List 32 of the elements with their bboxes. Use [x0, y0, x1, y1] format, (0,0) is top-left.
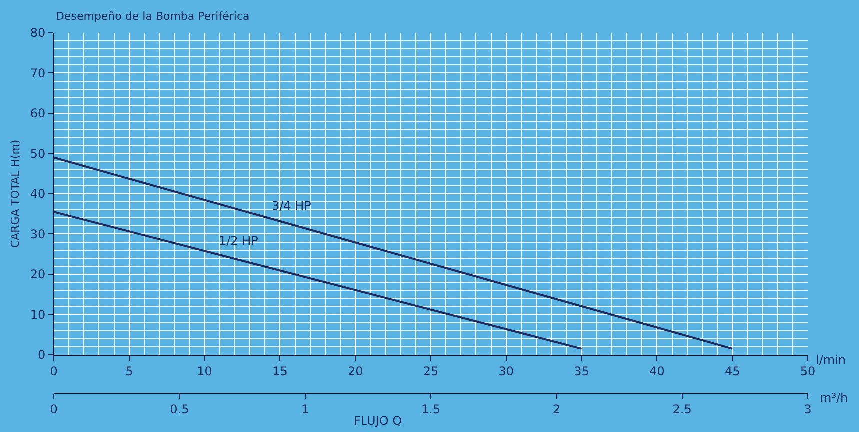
y-tick-label: 30: [30, 227, 46, 242]
x-tick-label: 35: [574, 364, 590, 378]
x2-tick-label: 1.5: [421, 402, 441, 416]
x2-tick-label: 1: [302, 402, 310, 416]
x-tick-label: 45: [724, 364, 740, 378]
x2-tick-label: 0.5: [170, 402, 190, 416]
y-axis-title: CARGA TOTAL H(m): [8, 140, 22, 248]
chart-title: Desempeño de la Bomba Periférica: [56, 10, 250, 23]
x-axis-title: l/min: [816, 353, 846, 367]
y-tick-label: 50: [30, 146, 46, 161]
x-tick-label: 30: [498, 364, 514, 378]
x-tick-label: 0: [50, 364, 58, 378]
text: FLUJO Q: [354, 414, 402, 428]
x2-tick-label: 2: [552, 402, 560, 416]
x-tick-label: 5: [126, 364, 134, 378]
y-tick-label: 10: [30, 308, 46, 322]
y-tick-label: 80: [30, 26, 46, 40]
x2-tick-label: 3: [804, 402, 812, 416]
x-tick-label: 20: [348, 364, 364, 378]
y-tick-label: 20: [30, 268, 46, 282]
x-tick-label: 25: [423, 364, 439, 378]
y-tick-label: 60: [30, 106, 46, 121]
x2-tick-label: 2.5: [672, 402, 692, 416]
y-tick-label: 70: [30, 66, 46, 80]
x2-axis-title: m³/h: [820, 391, 848, 405]
x-tick-label: 50: [800, 364, 816, 378]
y-tick-label: 0: [38, 348, 46, 362]
x-tick-label: 10: [197, 364, 212, 378]
x-tick-label: 40: [650, 364, 665, 378]
x-tick-label: 15: [272, 364, 288, 378]
x2-tick-label: 0: [50, 402, 58, 416]
y-tick-label: 40: [30, 187, 46, 202]
